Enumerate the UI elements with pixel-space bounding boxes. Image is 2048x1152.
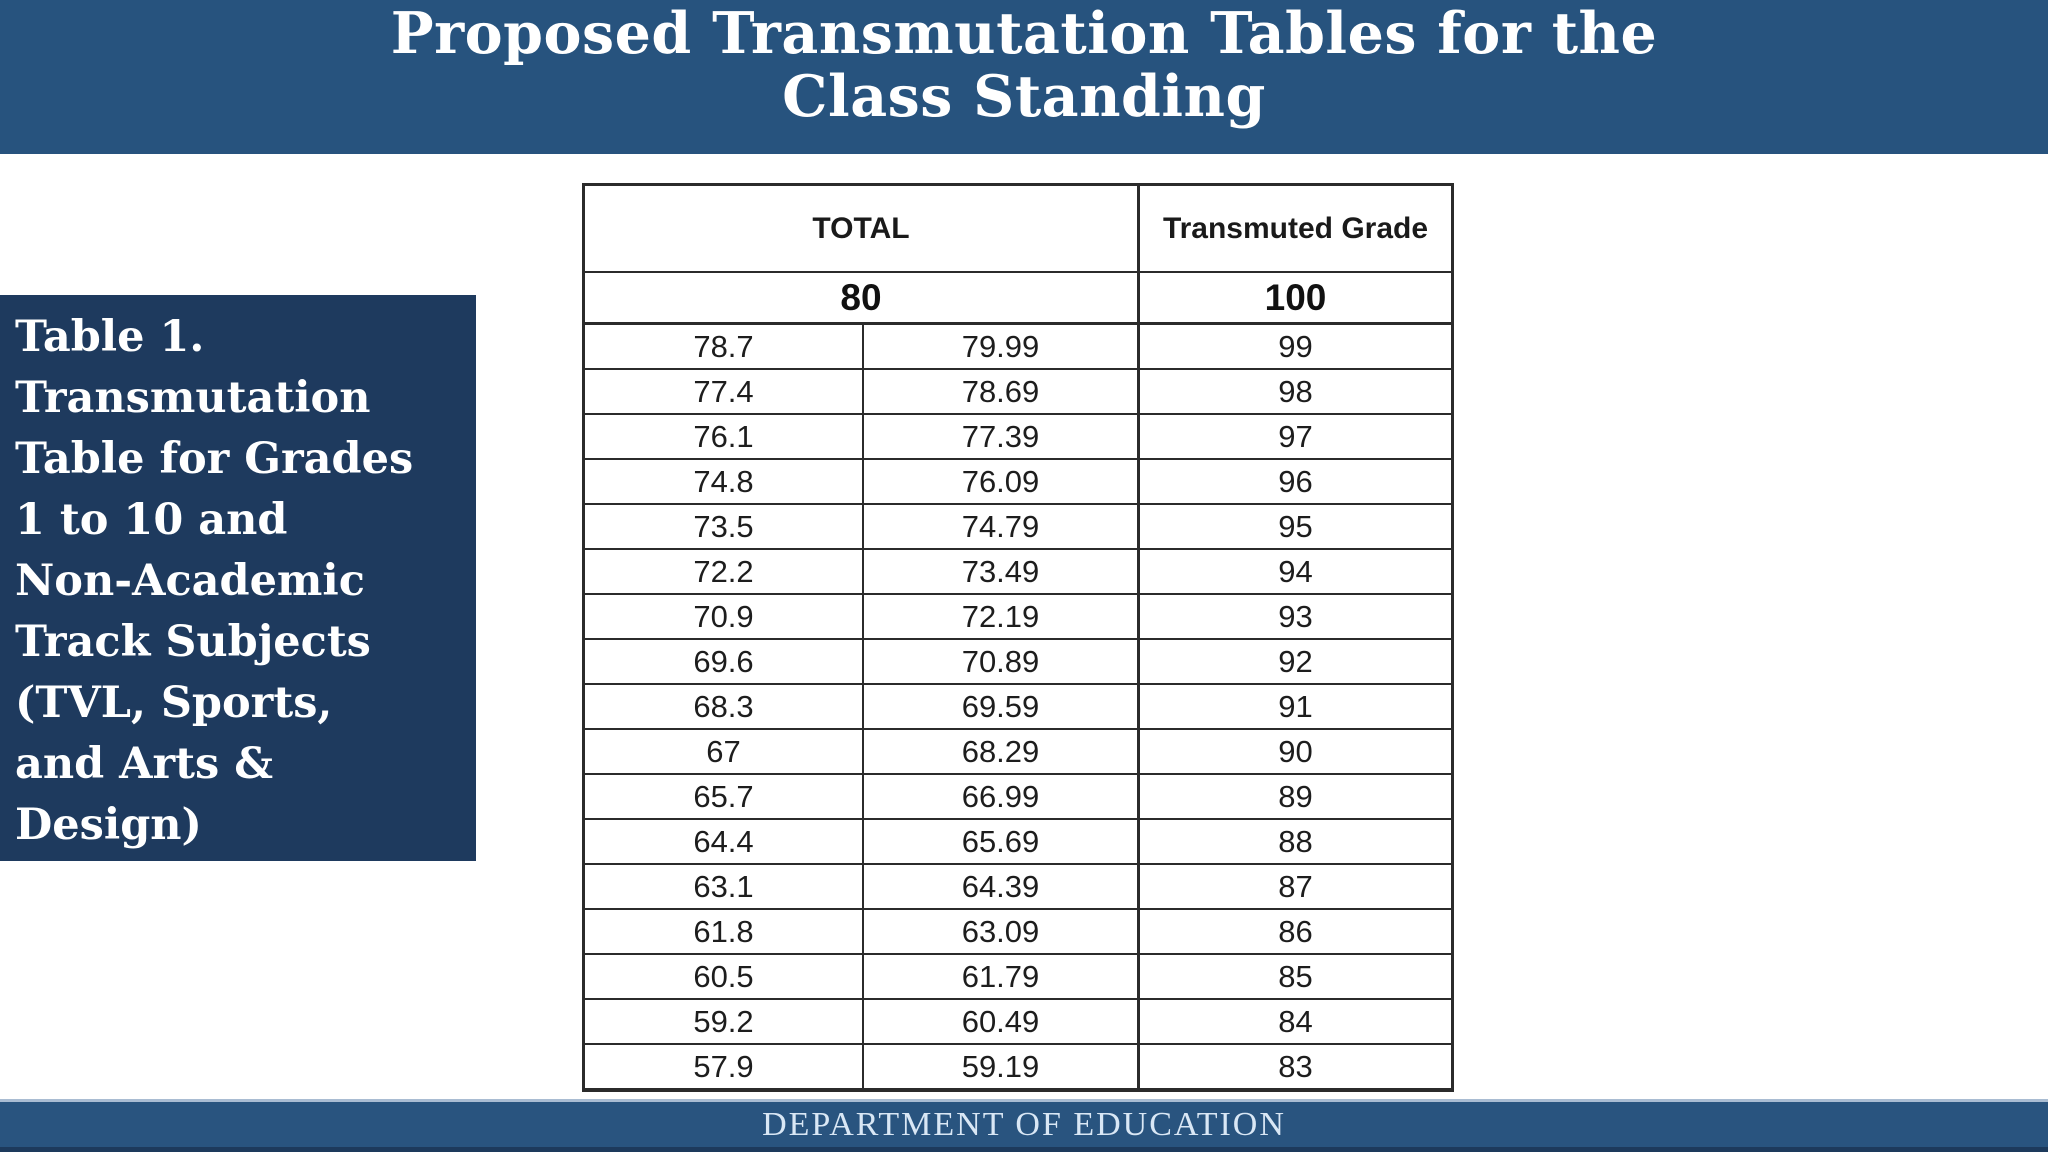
table-row: 73.5 74.79 95 xyxy=(585,505,1451,550)
table-cell: 57.9 xyxy=(585,1045,864,1088)
table-cell: 61.8 xyxy=(585,910,864,953)
table-row: 63.1 64.39 87 xyxy=(585,865,1451,910)
table-cell: 66.99 xyxy=(864,775,1140,818)
table-cell: 97 xyxy=(1278,418,1313,454)
table-cell: 90 xyxy=(1278,733,1313,769)
table-cell: 78.7 xyxy=(585,325,864,368)
table-cell: 70.9 xyxy=(585,595,864,638)
table-header-row: TOTAL Transmuted Grade xyxy=(585,186,1451,273)
table-caption-box: Table 1. Transmutation Table for Grades … xyxy=(0,295,476,861)
table-cell: 59.19 xyxy=(864,1045,1140,1088)
table-cell: 91 xyxy=(1278,688,1313,724)
table-cell: 68.29 xyxy=(864,730,1140,773)
table-cell: 60.5 xyxy=(585,955,864,998)
title-banner: Proposed Transmutation Tables for the Cl… xyxy=(0,0,2048,154)
table-row: 60.5 61.79 85 xyxy=(585,955,1451,1000)
table-row: 64.4 65.69 88 xyxy=(585,820,1451,865)
table-row: 61.8 63.09 86 xyxy=(585,910,1451,955)
table-row: 59.2 60.49 84 xyxy=(585,1000,1451,1045)
table-cell: 63.09 xyxy=(864,910,1140,953)
table-cell: 65.7 xyxy=(585,775,864,818)
table-cell xyxy=(864,1090,1140,1092)
table-row: 57.9 59.19 83 xyxy=(585,1045,1451,1089)
table-cell: 77.39 xyxy=(864,415,1140,458)
table-row: 77.4 78.69 98 xyxy=(585,370,1451,415)
base-total-cell: 80 xyxy=(585,273,1140,322)
table-cell: 76.09 xyxy=(864,460,1140,503)
table-row: 78.7 79.99 99 xyxy=(585,325,1451,370)
table-caption-text: Table 1. Transmutation Table for Grades … xyxy=(15,312,414,850)
table-cell: 73.49 xyxy=(864,550,1140,593)
table-cell: 63.1 xyxy=(585,865,864,908)
table-cell: 98 xyxy=(1278,373,1313,409)
table-cell: 69.59 xyxy=(864,685,1140,728)
table-cell: 77.4 xyxy=(585,370,864,413)
slide-title-line1: Proposed Transmutation Tables for the xyxy=(390,0,1658,67)
table-cell: 79.99 xyxy=(864,325,1140,368)
table-row: 70.9 72.19 93 xyxy=(585,595,1451,640)
base-transmuted-cell: 100 xyxy=(1140,273,1451,322)
table-cell: 64.4 xyxy=(585,820,864,863)
header-transmuted-label: Transmuted Grade xyxy=(1162,211,1429,245)
footer-bar: DEPARTMENT OF EDUCATION xyxy=(0,1099,2048,1152)
table-row: 67 68.29 90 xyxy=(585,730,1451,775)
table-row: 69.6 70.89 92 xyxy=(585,640,1451,685)
base-total-value: 80 xyxy=(840,276,882,318)
table-row: 72.2 73.49 94 xyxy=(585,550,1451,595)
table-cell: 74.79 xyxy=(864,505,1140,548)
table-cell: 76.1 xyxy=(585,415,864,458)
table-cell xyxy=(585,1090,864,1092)
table-cell: 59.2 xyxy=(585,1000,864,1043)
table-cell: 94 xyxy=(1278,553,1313,589)
table-cell: 85 xyxy=(1278,958,1313,994)
table-cell: 83 xyxy=(1278,1048,1313,1084)
table-cell: 64.39 xyxy=(864,865,1140,908)
table-cell: 74.8 xyxy=(585,460,864,503)
table-cell: 92 xyxy=(1278,643,1313,679)
table-cell: 93 xyxy=(1278,598,1313,634)
table-cell: 68.3 xyxy=(585,685,864,728)
table-cell: 73.5 xyxy=(585,505,864,548)
table-cell: 86 xyxy=(1278,913,1313,949)
slide-title-line2: Class Standing xyxy=(782,63,1266,130)
footer-text: DEPARTMENT OF EDUCATION xyxy=(762,1105,1286,1143)
table-cell: 89 xyxy=(1278,778,1313,814)
table-cell: 84 xyxy=(1278,1003,1313,1039)
table-row: 74.8 76.09 96 xyxy=(585,460,1451,505)
header-transmuted-cell: Transmuted Grade xyxy=(1140,186,1451,271)
header-total-label: TOTAL xyxy=(812,211,910,245)
table-cell xyxy=(1140,1090,1451,1092)
table-cell: 72.19 xyxy=(864,595,1140,638)
table-cell: 87 xyxy=(1278,868,1313,904)
table-cell: 67 xyxy=(585,730,864,773)
table-body: 78.7 79.99 99 77.4 78.69 98 76.1 77.39 97 74.8 76.… xyxy=(585,325,1451,1092)
table-cell: 70.89 xyxy=(864,640,1140,683)
table-cell: 65.69 xyxy=(864,820,1140,863)
table-cell: 61.79 xyxy=(864,955,1140,998)
transmutation-table: TOTAL Transmuted Grade 80 100 78.7 79.99 9… xyxy=(582,183,1454,1092)
table-row: 76.1 77.39 97 xyxy=(585,415,1451,460)
table-base-row: 80 100 xyxy=(585,273,1451,325)
table-row: 65.7 66.99 89 xyxy=(585,775,1451,820)
table-cell: 78.69 xyxy=(864,370,1140,413)
base-transmuted-value: 100 xyxy=(1264,276,1327,318)
table-row xyxy=(585,1090,1451,1092)
table-cell: 96 xyxy=(1278,463,1313,499)
table-cell: 60.49 xyxy=(864,1000,1140,1043)
table-row: 68.3 69.59 91 xyxy=(585,685,1451,730)
table-cell: 69.6 xyxy=(585,640,864,683)
table-cell: 99 xyxy=(1278,328,1313,364)
table-cell: 72.2 xyxy=(585,550,864,593)
header-total-cell: TOTAL xyxy=(585,186,1140,271)
table-cell: 95 xyxy=(1278,508,1313,544)
table-cell: 88 xyxy=(1278,823,1313,859)
